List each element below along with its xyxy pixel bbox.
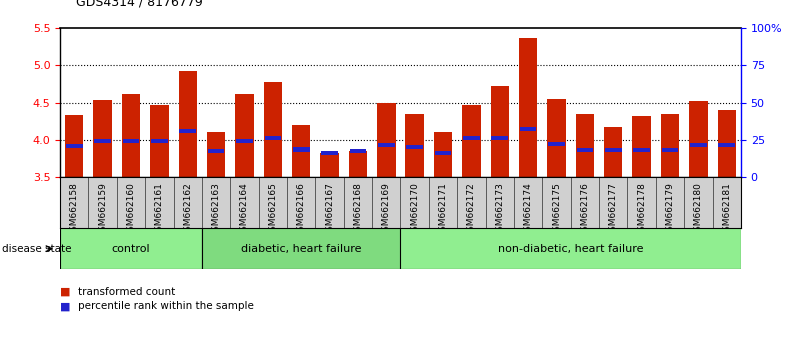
Text: GSM662162: GSM662162 <box>183 182 192 237</box>
Bar <box>293 148 309 152</box>
Bar <box>207 132 225 177</box>
Text: GSM662173: GSM662173 <box>495 182 505 237</box>
Bar <box>123 139 139 143</box>
Bar <box>492 136 508 139</box>
Bar <box>577 148 594 152</box>
Bar <box>405 114 424 177</box>
Bar <box>235 94 254 177</box>
Text: GSM662165: GSM662165 <box>268 182 277 237</box>
Bar <box>321 151 338 155</box>
Bar <box>634 148 650 152</box>
Bar <box>122 94 140 177</box>
Bar <box>718 143 735 147</box>
Text: GSM662181: GSM662181 <box>723 182 731 237</box>
Text: GSM662164: GSM662164 <box>240 182 249 237</box>
Text: GSM662170: GSM662170 <box>410 182 419 237</box>
Bar <box>689 101 707 177</box>
Text: GSM662179: GSM662179 <box>666 182 674 237</box>
Bar <box>95 139 111 143</box>
Text: percentile rank within the sample: percentile rank within the sample <box>78 301 254 311</box>
Bar <box>718 110 736 177</box>
Bar <box>202 228 400 269</box>
Text: transformed count: transformed count <box>78 287 175 297</box>
Text: GSM662180: GSM662180 <box>694 182 702 237</box>
Bar <box>350 149 366 153</box>
Bar <box>690 143 706 147</box>
Bar <box>378 143 395 147</box>
Bar <box>548 142 565 145</box>
Bar <box>547 99 566 177</box>
Text: GSM662167: GSM662167 <box>325 182 334 237</box>
Bar <box>236 139 253 143</box>
Text: GDS4314 / 8176779: GDS4314 / 8176779 <box>76 0 203 9</box>
Text: GSM662166: GSM662166 <box>296 182 306 237</box>
Text: GSM662169: GSM662169 <box>382 182 391 237</box>
Bar <box>435 151 451 155</box>
Bar <box>605 148 622 152</box>
Text: diabetic, heart failure: diabetic, heart failure <box>241 244 361 254</box>
Text: GSM662176: GSM662176 <box>581 182 590 237</box>
Bar <box>65 115 83 177</box>
Bar <box>490 86 509 177</box>
Text: GSM662175: GSM662175 <box>552 182 561 237</box>
Text: GSM662168: GSM662168 <box>353 182 362 237</box>
Bar <box>179 129 196 133</box>
Bar <box>520 127 537 131</box>
Text: GSM662163: GSM662163 <box>211 182 220 237</box>
Text: disease state: disease state <box>2 244 71 254</box>
Bar <box>320 153 339 177</box>
Bar <box>400 228 741 269</box>
Bar <box>151 139 167 143</box>
Bar <box>462 105 481 177</box>
Bar <box>661 114 679 177</box>
Text: GSM662177: GSM662177 <box>609 182 618 237</box>
Bar <box>150 105 168 177</box>
Bar <box>292 125 311 177</box>
Bar <box>633 116 651 177</box>
Bar <box>179 71 197 177</box>
Text: GSM662178: GSM662178 <box>637 182 646 237</box>
Text: GSM662159: GSM662159 <box>99 182 107 237</box>
Text: GSM662158: GSM662158 <box>70 182 78 237</box>
Bar <box>604 127 622 177</box>
Text: ■: ■ <box>60 287 70 297</box>
Text: GSM662174: GSM662174 <box>524 182 533 237</box>
Bar <box>264 136 281 141</box>
Bar <box>463 136 480 141</box>
Text: control: control <box>111 244 151 254</box>
Text: ■: ■ <box>60 301 70 311</box>
Bar <box>66 144 83 148</box>
Text: GSM662172: GSM662172 <box>467 182 476 237</box>
Bar <box>434 132 453 177</box>
Bar <box>662 148 678 152</box>
Text: non-diabetic, heart failure: non-diabetic, heart failure <box>498 244 643 254</box>
Bar <box>406 145 423 149</box>
Bar <box>264 82 282 177</box>
Bar <box>576 114 594 177</box>
Bar <box>348 151 367 177</box>
Text: GSM662161: GSM662161 <box>155 182 164 237</box>
Text: GSM662160: GSM662160 <box>127 182 135 237</box>
Bar <box>60 228 202 269</box>
Bar <box>207 149 224 153</box>
Bar <box>94 101 112 177</box>
Bar <box>519 38 537 177</box>
Bar <box>377 103 396 177</box>
Text: GSM662171: GSM662171 <box>439 182 448 237</box>
